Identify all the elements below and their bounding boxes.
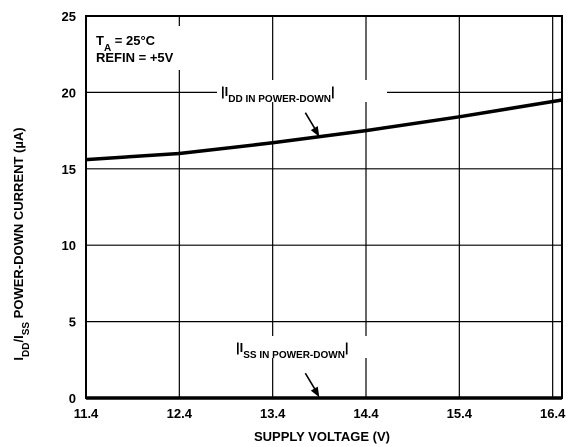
x-tick-label: 13.4 [260,406,286,421]
x-tick-label: 14.4 [353,406,379,421]
x-axis-label: SUPPLY VOLTAGE (V) [254,429,390,444]
annotation-arrowhead [310,386,320,398]
y-tick-label: 25 [62,9,76,24]
plot-frame [85,15,563,399]
series-iss-label: |ISS IN POWER-DOWN| [236,340,349,361]
y-ticks: 0 5 10 15 20 25 [62,9,76,406]
conditions-box: TA = 25°C REFIN = +5V [90,26,208,70]
series-idd-label: |IDD IN POWER-DOWN| [221,84,335,105]
conditions-refin: REFIN = +5V [96,50,174,65]
series-idd-line [85,98,563,162]
y-tick-label: 10 [62,238,76,253]
conditions-temperature: TA = 25°C [96,33,156,54]
x-tick-label: 11.4 [74,406,99,421]
annotations: |IDD IN POWER-DOWN| |ISS IN POWER-DOWN| [217,80,387,398]
y-tick-label: 5 [69,315,76,330]
series-label-background [217,80,387,102]
conditions-background [90,26,208,70]
x-tick-label: 16.4 [540,406,566,421]
y-axis-label: IDD/ISS POWER-DOWN CURRENT (µA) [11,127,32,360]
x-tick-label: 15.4 [447,406,473,421]
y-tick-label: 20 [62,85,76,100]
annotation-arrowhead [310,126,320,137]
y-tick-label: 0 [69,391,76,406]
x-ticks: 11.4 12.4 13.4 14.4 15.4 16.4 [74,406,566,421]
series-label-background [232,336,382,358]
y-tick-label: 15 [62,162,76,177]
x-tick-label: 12.4 [167,406,193,421]
